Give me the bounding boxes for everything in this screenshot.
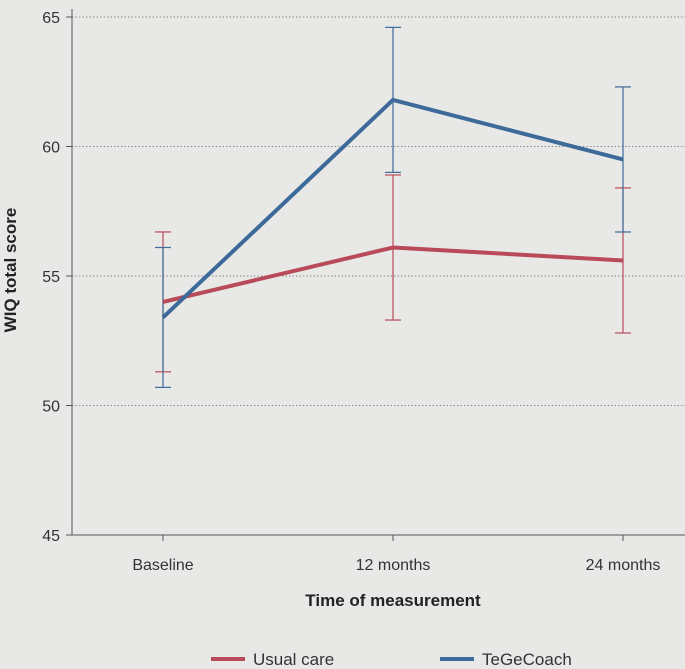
data-point: [622, 259, 624, 261]
y-tick-label: 65: [42, 10, 60, 27]
axes: 45 50 55 60 65 Baseline 12 months 24 months: [42, 9, 685, 574]
y-axis-title: WIQ total score: [1, 208, 20, 333]
y-tick-label: 50: [42, 399, 60, 416]
data-point: [162, 301, 164, 303]
data-point: [162, 316, 164, 318]
x-tick-label: Baseline: [132, 557, 193, 574]
y-tick-label: 60: [42, 140, 60, 157]
x-axis-title: Time of measurement: [305, 591, 481, 610]
data-point: [392, 247, 394, 249]
legend-label: TeGeCoach: [482, 650, 572, 669]
data-point: [622, 158, 624, 160]
grid: [72, 16, 685, 406]
data-point: [392, 99, 394, 101]
x-tick-label: 24 months: [586, 557, 661, 574]
y-tick-label: 45: [42, 528, 60, 545]
legend: Usual care TeGeCoach: [211, 650, 572, 669]
y-tick-label: 55: [42, 269, 60, 286]
legend-label: Usual care: [253, 650, 334, 669]
x-tick-label: 12 months: [356, 557, 431, 574]
series: [155, 26, 631, 388]
